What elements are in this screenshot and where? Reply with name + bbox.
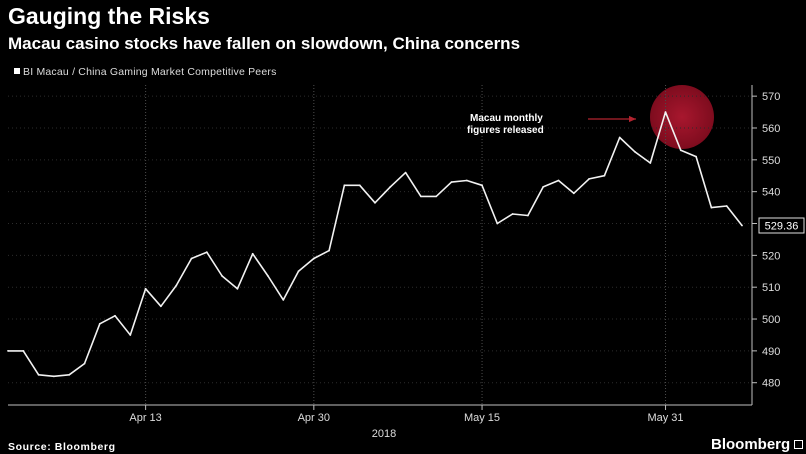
data-point <box>603 174 606 177</box>
last-value-marker: 529.36 <box>758 217 805 234</box>
data-point <box>420 195 422 198</box>
y-tick-label: 520 <box>762 250 780 262</box>
legend: BI Macau / China Gaming Market Competiti… <box>14 66 277 79</box>
data-point <box>588 178 590 180</box>
legend-swatch <box>14 68 20 74</box>
y-tick-label: 510 <box>762 282 780 294</box>
y-tick-label: 570 <box>762 91 780 103</box>
data-point <box>53 375 55 378</box>
x-tick-label: May 15 <box>464 412 500 424</box>
data-point <box>725 205 728 207</box>
data-point <box>618 136 621 139</box>
data-point <box>511 213 514 215</box>
last-value-box <box>758 217 805 234</box>
bloomberg-logo-mark-icon <box>794 440 804 449</box>
data-point <box>98 322 101 325</box>
data-point <box>343 184 346 187</box>
data-point <box>374 201 376 204</box>
data-point <box>496 222 499 225</box>
data-point <box>542 186 545 188</box>
y-tick-label: 560 <box>762 123 780 135</box>
data-point <box>328 249 330 252</box>
x-axis-year-label: 2018 <box>372 428 396 440</box>
y-tick-label: 480 <box>762 378 780 390</box>
data-point <box>221 275 224 277</box>
data-point <box>236 287 239 290</box>
x-tick-label: Apr 30 <box>298 412 330 424</box>
bloomberg-logo: Bloomberg <box>711 436 804 453</box>
series-marks <box>7 111 743 378</box>
highlight-circle <box>650 85 714 149</box>
data-point <box>481 184 483 187</box>
y-tick-label: 500 <box>762 314 780 326</box>
legend-label: BI Macau / China Gaming Market Competiti… <box>23 66 277 78</box>
y-tick-label: 550 <box>762 155 780 167</box>
tick-labels: 480 490 500 510 520 540 550 560 570 Apr 13 Apr 30 M… <box>129 91 780 424</box>
data-point <box>190 257 193 260</box>
data-point <box>297 270 300 273</box>
data-point <box>312 257 315 260</box>
data-point <box>649 162 652 164</box>
data-point <box>251 252 254 255</box>
data-point <box>144 287 147 290</box>
last-value-label: 529.36 <box>765 221 799 233</box>
data-point <box>572 192 575 195</box>
data-point <box>83 362 86 365</box>
y-tick-label: 540 <box>762 187 780 199</box>
data-point <box>160 305 162 308</box>
x-tick-label: May 31 <box>647 412 683 424</box>
data-point <box>358 184 361 187</box>
axes <box>8 85 757 410</box>
data-point <box>634 151 636 153</box>
data-point <box>129 334 132 336</box>
data-point <box>664 111 667 113</box>
x-tick-label: Apr 13 <box>129 412 161 424</box>
data-point <box>435 195 438 198</box>
data-point <box>557 179 560 182</box>
data-point <box>175 284 178 287</box>
series-line <box>8 111 743 378</box>
chart-subtitle: Macau casino stocks have fallen on slowd… <box>8 34 521 53</box>
data-point <box>68 373 71 376</box>
data-point <box>205 251 208 254</box>
data-point <box>710 206 713 209</box>
data-point <box>267 275 269 277</box>
bloomberg-logo-text: Bloomberg <box>711 436 791 453</box>
data-point <box>389 186 392 188</box>
data-point <box>465 179 468 182</box>
gridlines <box>8 85 752 405</box>
data-point <box>114 314 116 317</box>
data-point <box>741 224 743 227</box>
data-point <box>37 373 40 376</box>
data-point <box>679 149 682 152</box>
data-point <box>695 155 697 158</box>
data-point <box>450 181 453 184</box>
data-point <box>282 299 285 301</box>
data-point <box>404 171 407 174</box>
y-tick-label: 490 <box>762 346 780 358</box>
annotation-line-2: figures released <box>467 125 544 136</box>
annotation: Macau monthly figures released <box>467 113 636 136</box>
data-point <box>527 214 529 217</box>
annotation-line-1: Macau monthly <box>470 113 543 124</box>
source-note: Source: Bloomberg <box>8 441 116 453</box>
chart-title: Gauging the Risks <box>8 3 210 29</box>
data-point <box>22 350 25 352</box>
data-point <box>7 350 9 352</box>
